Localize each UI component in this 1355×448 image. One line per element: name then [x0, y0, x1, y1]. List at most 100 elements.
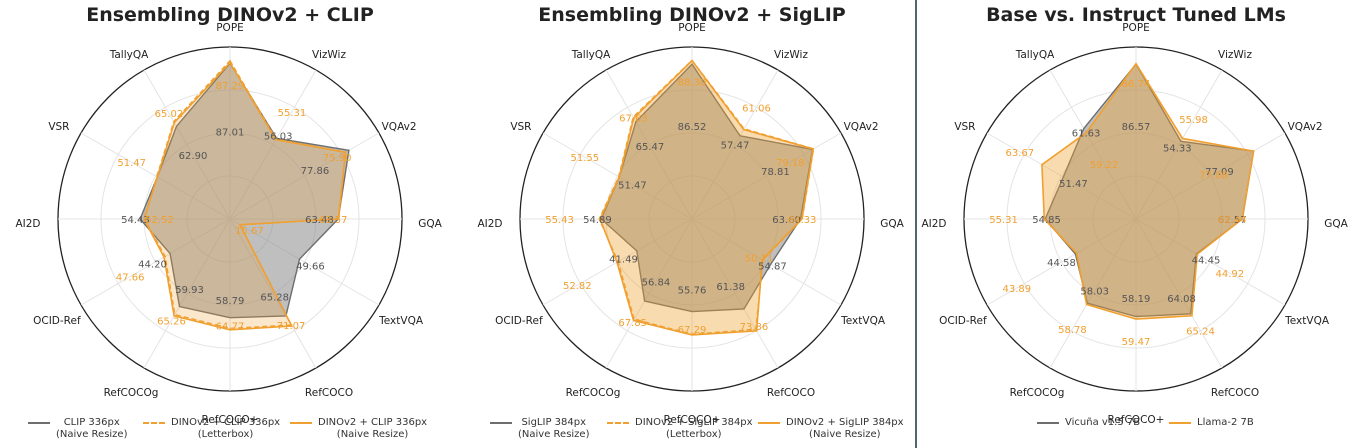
data-label: 51.55 [570, 153, 599, 164]
legend-label: DINOv2 + CLIP 336px (Letterbox) [171, 417, 281, 440]
data-label: 55.98 [1179, 115, 1208, 126]
legend-label: SigLIP 384px (Naive Resize) [518, 417, 590, 440]
axis-label-textvqa: TextVQA [840, 315, 886, 327]
data-label: 44.92 [1215, 269, 1244, 280]
data-label: 50.11 [745, 254, 774, 265]
legend-label: Vicuña v1.5 7B [1065, 417, 1141, 428]
axis-label-tallyqa: TallyQA [109, 49, 149, 61]
data-label: 59.47 [1122, 337, 1151, 348]
radar-chart-dinov2-clip: 87.01 56.03 77.86 63.48 49.66 65.28 58.79 59.93… [15, 22, 442, 426]
data-label: 65.24 [1186, 327, 1215, 338]
data-label: 49.66 [296, 261, 325, 272]
data-label: 61.38 [716, 282, 745, 293]
legend-label: CLIP 336px (Naive Resize) [56, 417, 128, 440]
series-dinov2-clip-336px-naive-resize [143, 61, 347, 331]
axis-label-refcocog: RefCOCOg [566, 387, 621, 399]
data-label: 67.63 [619, 114, 648, 125]
axis-label-refcoco: RefCOCO+ [1108, 414, 1165, 426]
axis-label-textvqa: TextVQA [378, 315, 424, 327]
axis-label-pope: POPE [1122, 22, 1150, 34]
data-label: 55.76 [678, 286, 707, 297]
chart-title: Ensembling DINOv2 + CLIP [86, 4, 374, 26]
legend-swatch [28, 422, 50, 424]
axis-label-vqav2: VQAv2 [844, 121, 879, 133]
radar-chart-base-vs-instruct: 86.57 54.33 77.09 62.57 44.45 64.08 58.19 58.03… [921, 22, 1348, 426]
data-label: 64.33 [788, 215, 817, 226]
legend-swatch [290, 422, 312, 424]
data-label: 86.52 [678, 122, 707, 133]
axis-label-vsr: VSR [510, 121, 531, 133]
data-label: 64.77 [216, 322, 245, 333]
data-label: 65.47 [636, 142, 665, 153]
data-label: 51.47 [618, 181, 647, 192]
axis-label-ocid-ref: OCID-Ref [939, 315, 987, 327]
data-label: 67.85 [618, 318, 647, 329]
data-label: 75.90 [323, 153, 352, 164]
axis-label-textvqa: TextVQA [1284, 315, 1330, 327]
axis-label-vsr: VSR [954, 121, 975, 133]
data-label: 59.93 [175, 285, 204, 296]
axis-label-gqa: GQA [418, 218, 442, 230]
data-label: 52.52 [145, 215, 174, 226]
data-label: 54.87 [758, 261, 787, 272]
axis-label-vsr: VSR [48, 121, 69, 133]
data-label: 65.02 [155, 109, 184, 120]
data-label: 77.86 [301, 166, 330, 177]
data-label: 54.43 [121, 215, 150, 226]
axis-label-refcocog: RefCOCOg [1010, 387, 1065, 399]
axis-label-gqa: GQA [880, 218, 904, 230]
panel-divider [915, 0, 917, 448]
data-label: 41.49 [609, 255, 638, 266]
data-label: 51.47 [117, 158, 146, 169]
data-label: 61.06 [742, 103, 771, 114]
data-label: 73.86 [740, 322, 769, 333]
data-label: 62.57 [1218, 215, 1247, 226]
axis-label-refcoco: RefCOCO [305, 387, 353, 399]
data-label: 58.79 [216, 296, 245, 307]
data-label: 52.82 [563, 281, 592, 292]
data-label: 58.78 [1058, 325, 1087, 336]
axis-label-vizwiz: VizWiz [774, 49, 808, 61]
data-label: 65.26 [157, 316, 186, 327]
series-llama-2-7b [1041, 62, 1255, 320]
axis-label-refcoco: RefCOCO+ [664, 414, 721, 426]
data-label: 43.89 [1002, 284, 1031, 295]
legend-label: DINOv2 + CLIP 336px (Naive Resize) [318, 417, 428, 440]
data-label: 64.08 [1167, 294, 1196, 305]
data-label: 65.28 [260, 293, 289, 304]
data-label: 87.01 [216, 127, 245, 138]
data-label: 79.18 [776, 158, 805, 169]
data-label: 71.07 [277, 321, 306, 332]
data-label: 63.48 [305, 215, 334, 226]
data-label: 56.03 [264, 132, 293, 143]
chart-panel-base-vs-instruct: Base vs. Instruct Tuned LMs 86.57 54.33 77… [917, 0, 1355, 448]
legend-label: Llama-2 7B [1197, 417, 1254, 428]
legend-swatch [1037, 422, 1059, 424]
data-label: 62.44 [1218, 215, 1247, 226]
axis-label-ai2d: AI2D [477, 218, 502, 230]
axis-label-tallyqa: TallyQA [571, 49, 611, 61]
legend-label: DINOv2 + SigLIP 384px (Letterbox) [635, 417, 753, 440]
axis-label-gqa: GQA [1324, 218, 1348, 230]
data-label: 55.31 [989, 215, 1018, 226]
chart-title: Ensembling DINOv2 + SigLIP [538, 4, 846, 26]
axis-label-vqav2: VQAv2 [1288, 121, 1323, 133]
axis-label-refcoco: RefCOCO [1211, 387, 1259, 399]
series-dinov2-siglip-384px-naive-resize [599, 59, 815, 336]
data-label: 55.31 [278, 108, 307, 119]
axis-label-refcocog: RefCOCOg [104, 387, 159, 399]
data-label: 58.19 [1122, 294, 1151, 305]
data-label: 77.09 [1205, 167, 1234, 178]
axis-label-vizwiz: VizWiz [1218, 49, 1252, 61]
axis-label-ai2d: AI2D [921, 218, 946, 230]
chart-panel-dinov2-clip: Ensembling DINOv2 + CLIP 87.01 56.03 77.86… [0, 0, 460, 448]
axis-label-vizwiz: VizWiz [312, 49, 346, 61]
data-label: 86.74 [1122, 79, 1151, 90]
axis-label-tallyqa: TallyQA [1015, 49, 1055, 61]
data-label: 63.60 [772, 215, 801, 226]
data-label: 61.63 [1072, 129, 1101, 140]
legend-label: DINOv2 + SigLIP 384px (Naive Resize) [786, 417, 904, 440]
data-label: 44.58 [1047, 258, 1076, 269]
data-label: 55.43 [545, 215, 574, 226]
data-label: 56.84 [642, 278, 671, 289]
